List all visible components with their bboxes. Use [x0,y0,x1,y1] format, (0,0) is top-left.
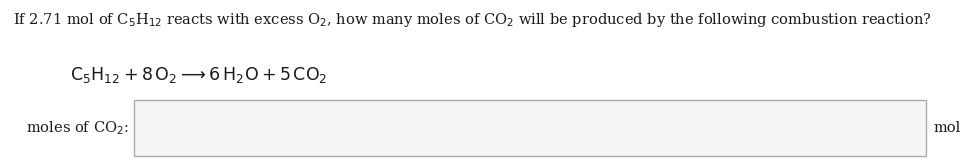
FancyBboxPatch shape [134,100,926,156]
Text: mol: mol [933,121,960,135]
Text: If 2.71 mol of C$_5$H$_{12}$ reacts with excess O$_2$, how many moles of CO$_2$ : If 2.71 mol of C$_5$H$_{12}$ reacts with… [13,11,931,29]
Text: $\mathrm{C_5H_{12} + 8\,O_2 \longrightarrow 6\,H_2O + 5\,CO_2}$: $\mathrm{C_5H_{12} + 8\,O_2 \longrightar… [70,65,327,85]
Text: moles of CO$_2$:: moles of CO$_2$: [26,119,129,137]
